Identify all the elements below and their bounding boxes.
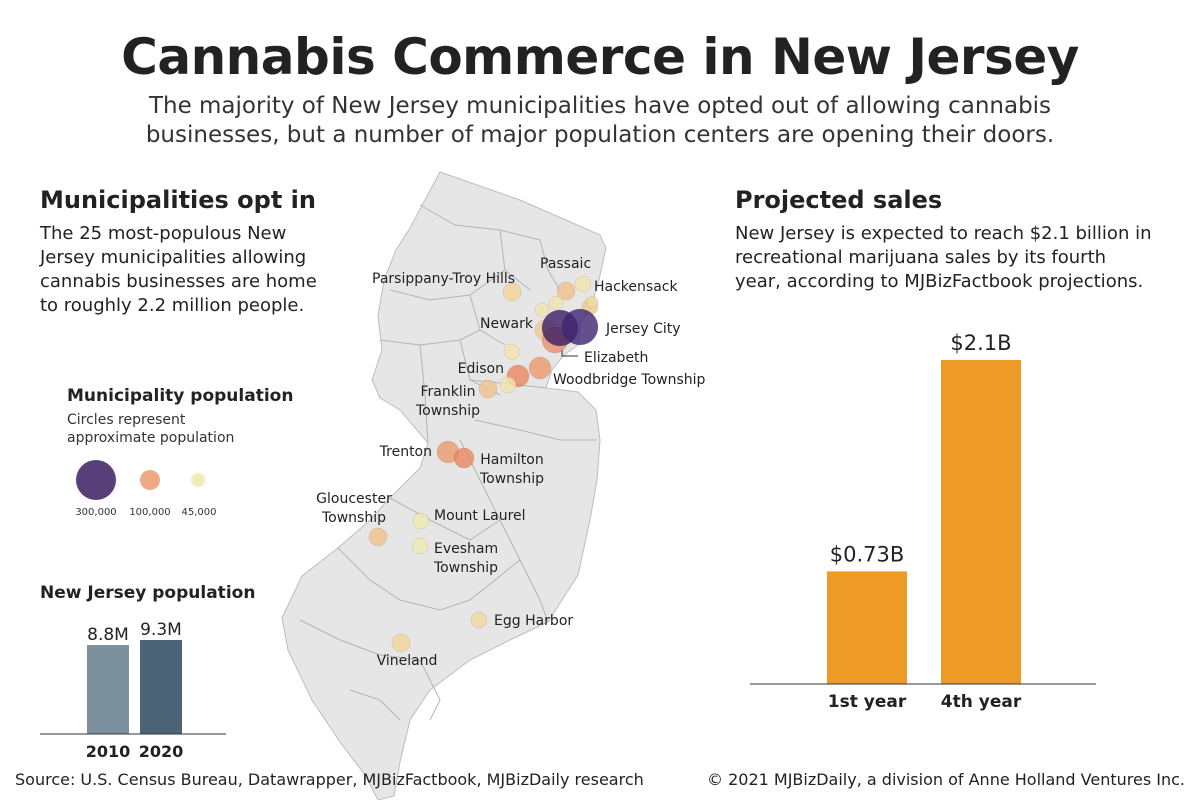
population-category-label: 2010 [86,742,131,761]
map-label: Vineland [377,653,438,669]
map-label: Woodbridge Township [553,372,706,388]
sales-body: New Jersey is expected to reach $2.1 bil… [735,223,1152,292]
sales-category-label: 4th year [941,692,1022,712]
page-title: Cannabis Commerce in New Jersey [121,28,1079,86]
page-subtitle: The majority of New Jersey municipalitie… [145,93,1055,148]
municipality-bubble [574,275,592,293]
municipalities-heading: Municipalities opt in [40,186,316,214]
sales-value-label: $0.73B [830,542,905,566]
municipality-bubble [478,379,498,399]
map-label: Passaic [540,256,591,272]
legend-circle-large [76,460,116,500]
sales-bar [941,360,1021,684]
population-heading: New Jersey population [40,583,256,603]
population-category-label: 2020 [139,742,184,761]
legend-label-medium: 100,000 [129,507,171,518]
legend-label-large: 300,000 [75,507,117,518]
state-shape [281,171,607,800]
source-note: Source: U.S. Census Bureau, Datawrapper,… [15,770,644,789]
copyright-note: © 2021 MJBizDaily, a division of Anne Ho… [707,770,1185,789]
population-bar [87,645,129,734]
map-label: Township [479,471,544,487]
municipality-bubble [528,356,552,380]
county-borders [299,204,597,721]
municipality-bubble [556,281,576,301]
municipality-bubbles [368,275,599,653]
municipalities-body: The 25 most-populous New Jersey municipa… [40,223,317,316]
municipality-bubble [499,376,517,394]
sales-bar [827,571,907,684]
map-label: Gloucester [316,491,392,507]
legend-swatches [76,460,205,500]
municipality-bubble [470,611,488,629]
sales-category-label: 1st year [828,692,907,712]
map-label: Hamilton [480,452,543,468]
map-label: Township [433,560,498,576]
legend-heading: Municipality population [67,386,294,406]
legend-note: Circles represent approximate population [67,412,235,446]
map-label: Mount Laurel [434,508,526,524]
sales-value-label: $2.1B [950,331,1011,355]
legend-circle-medium [140,470,160,490]
map-label: Elizabeth [584,350,648,366]
label-leaders [561,350,578,357]
municipality-bubble [561,308,599,346]
population-value-label: 9.3M [140,620,182,640]
municipality-bubble [502,282,522,302]
sales-chart: $0.73B 1st year $2.1B 4th year [750,331,1096,712]
sales-heading: Projected sales [735,186,943,214]
municipality-bubble [503,343,521,361]
municipality-bubble [412,512,430,530]
map-label: Evesham [434,541,498,557]
map-label: Egg Harbor [494,613,573,629]
legend-circle-small [191,473,205,487]
population-chart: 8.8M 2010 9.3M 2020 [40,620,226,761]
legend-label-small: 45,000 [181,507,217,518]
municipality-bubble [391,633,411,653]
map-label: Township [415,403,480,419]
municipality-bubble [534,302,550,318]
municipality-bubble [368,527,388,547]
population-bar [140,640,182,734]
population-value-label: 8.8M [87,625,129,645]
map-label: Township [321,510,386,526]
municipality-bubble [411,537,429,555]
map-label: Jersey City [605,321,681,337]
municipality-bubble [548,295,564,311]
municipality-bubble [453,447,475,469]
map-label: Parsippany-Troy Hills [372,271,515,287]
map-label: Trenton [379,444,432,460]
map-label: Newark [480,316,534,332]
map-label: Edison [458,361,504,377]
map-label: Hackensack [594,279,678,295]
map-label: Franklin [420,384,475,400]
municipality-bubble [585,295,599,309]
